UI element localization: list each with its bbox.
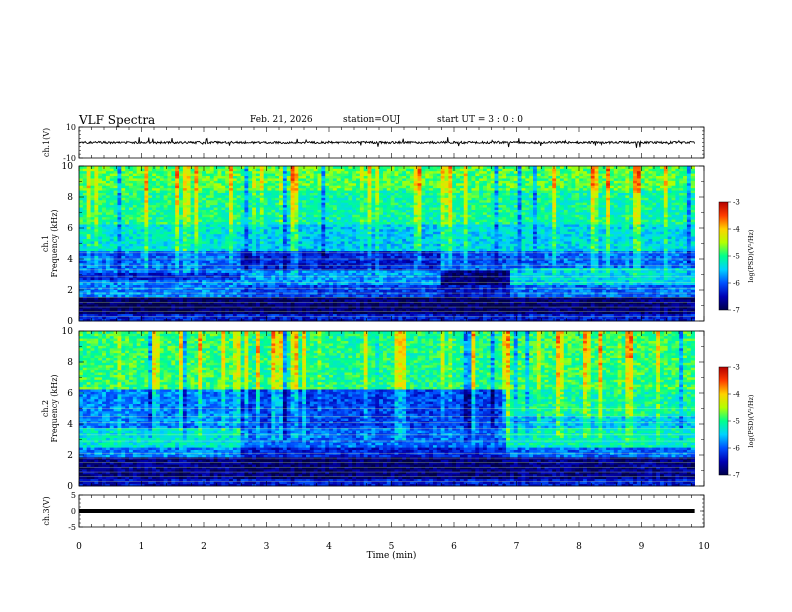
ch1-spectrogram-ylabel-channel: ch.1 — [41, 235, 50, 252]
ch1-colorbar-tick-label: -4 — [733, 226, 740, 234]
ch2-colorbar-tick-label: -4 — [733, 391, 740, 399]
ch1-colorbar: -3 -4 -5 -6 -7 log(PSD)(V²/Hz) — [719, 199, 755, 315]
ch1-spectrogram-ytick-label: 8 — [67, 193, 73, 203]
ch1-colorbar-tick-label: -6 — [733, 280, 740, 288]
ch1-colorbar-tick-label: -5 — [733, 253, 740, 261]
ch3-waveform-ytick-label: -5 — [68, 523, 76, 532]
ch2-colorbar-gradient — [719, 367, 728, 475]
time-tick-label: 10 — [698, 542, 710, 552]
ch2-colorbar: -3 -4 -5 -6 -7 log(PSD)(V²/Hz) — [719, 364, 755, 480]
ch1-spectrogram-panel: 0 2 4 6 8 10 ch.1 Frequency (kHz) — [41, 162, 704, 327]
ch2-spectrogram-ytick-label: 8 — [67, 358, 73, 368]
ch2-spectrogram-ytick-label: 4 — [67, 420, 73, 430]
ch2-spectrogram-heatmap — [79, 331, 695, 486]
time-tick-label: 4 — [326, 542, 332, 552]
ch1-waveform-trace — [79, 137, 695, 148]
ch1-spectrogram-ytick-label: 2 — [67, 286, 73, 296]
time-tick-label: 7 — [514, 542, 520, 552]
ch3-waveform-ytick-label: 0 — [71, 507, 76, 516]
ch2-colorbar-label: log(PSD)(V²/Hz) — [747, 394, 755, 447]
time-tick-label: 8 — [576, 542, 582, 552]
ch1-spectrogram-heatmap — [79, 166, 695, 321]
ch2-spectrogram-ytick-label: 6 — [67, 389, 73, 399]
ch1-colorbar-tick-label: -7 — [733, 307, 740, 315]
ch1-colorbar-tick-label: -3 — [733, 199, 740, 207]
ch3-waveform-panel: 5 0 -5 ch.3(V) — [42, 491, 704, 532]
ch2-colorbar-tick-label: -3 — [733, 364, 740, 372]
ch1-colorbar-gradient — [719, 202, 728, 310]
time-tick-label: 2 — [201, 542, 207, 552]
ch1-spectrogram-ytick-label: 4 — [67, 255, 73, 265]
time-tick-label: 9 — [639, 542, 645, 552]
time-tick-label: 0 — [76, 542, 82, 552]
ch2-spectrogram-ytick-label: 10 — [62, 327, 74, 337]
time-tick-label: 3 — [264, 542, 270, 552]
ch2-spectrogram-ylabel-channel: ch.2 — [41, 400, 50, 417]
time-tick-label: 6 — [451, 542, 457, 552]
ch2-colorbar-tick-label: -6 — [733, 445, 740, 453]
ch3-waveform-ylabel: ch.3(V) — [42, 496, 51, 525]
ch1-waveform-ylabel: ch.1(V) — [42, 128, 51, 157]
ch2-spectrogram-ylabel: Frequency (kHz) — [50, 374, 59, 442]
ch1-colorbar-label: log(PSD)(V²/Hz) — [747, 229, 755, 282]
ch1-spectrogram-ytick-label: 10 — [62, 162, 74, 172]
time-tick-label: 1 — [139, 542, 145, 552]
time-axis-label: Time (min) — [367, 550, 417, 561]
ch2-colorbar-tick-label: -7 — [733, 472, 740, 480]
ch2-colorbar-tick-label: -5 — [733, 418, 740, 426]
ch1-waveform-ytick-label: 10 — [66, 123, 76, 132]
ch1-spectrogram-ytick-label: 6 — [67, 224, 73, 234]
ch3-waveform-ytick-label: 5 — [71, 491, 76, 500]
ch2-spectrogram-ytick-label: 2 — [67, 451, 73, 461]
ch1-spectrogram-ytick-label: 0 — [67, 317, 73, 327]
ch1-spectrogram-ylabel: Frequency (kHz) — [50, 209, 59, 277]
